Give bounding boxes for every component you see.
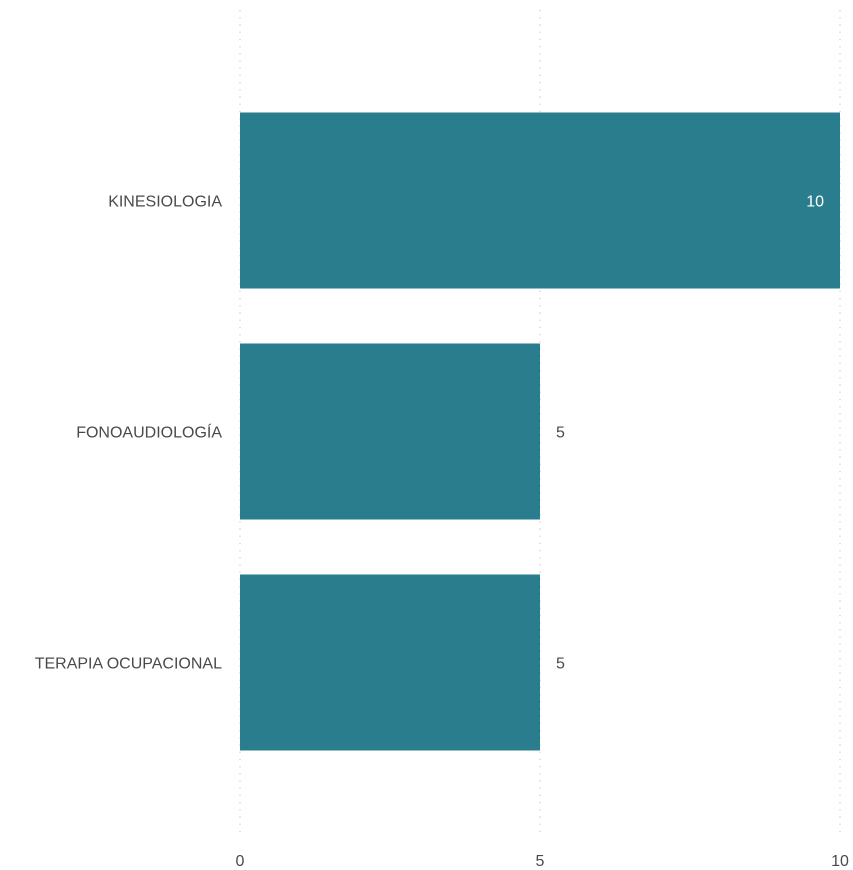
bar-2 (240, 574, 540, 751)
bar-1 (240, 343, 540, 520)
category-label-2: TERAPIA OCUPACIONAL (35, 656, 222, 673)
category-label-0: KINESIOLOGIA (108, 194, 222, 211)
data-labels: 10 5 5 (556, 194, 824, 673)
data-label-0: 10 (806, 194, 824, 211)
data-label-1: 5 (556, 425, 565, 442)
x-tick-label-10: 10 (831, 853, 849, 870)
bar-0 (240, 112, 840, 289)
x-tick-label-5: 5 (536, 853, 545, 870)
category-labels: KINESIOLOGIA FONOAUDIOLOGÍA TERAPIA OCUPAC… (35, 194, 223, 673)
data-label-2: 5 (556, 656, 565, 673)
category-label-1: FONOAUDIOLOGÍA (76, 423, 222, 442)
x-tick-label-0: 0 (236, 853, 245, 870)
x-axis-ticks: 0 5 10 (236, 853, 849, 870)
bars (240, 112, 840, 751)
